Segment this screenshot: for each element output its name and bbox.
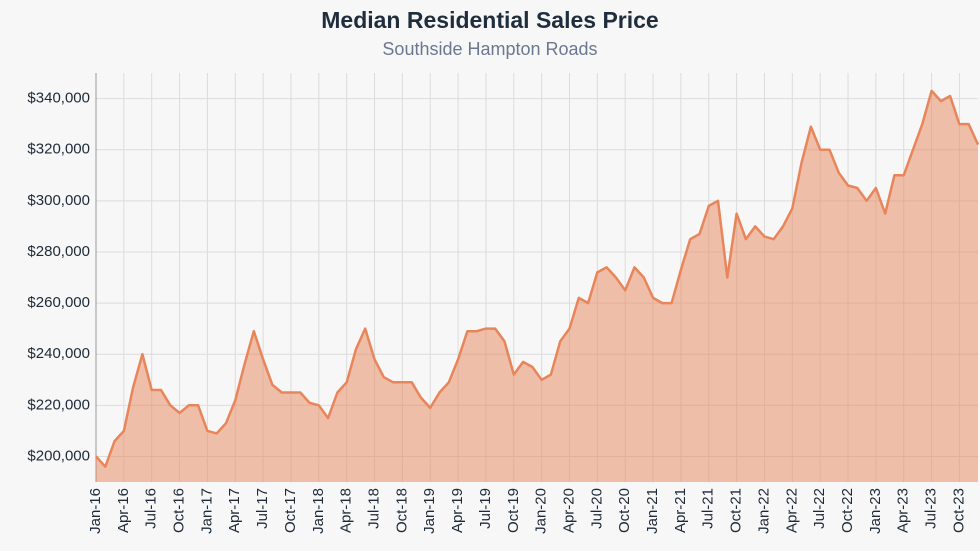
y-tick-label: $240,000 <box>27 345 90 362</box>
x-tick-label: Oct-18 <box>393 488 410 533</box>
area-fill <box>96 90 978 483</box>
x-tick-label: Jul-17 <box>254 488 271 529</box>
x-tick-label: Jan-16 <box>87 488 104 534</box>
y-tick-label: $220,000 <box>27 396 90 413</box>
chart-subtitle: Southside Hampton Roads <box>382 39 597 59</box>
x-tick-label: Jul-20 <box>588 488 605 529</box>
x-tick-label: Jan-22 <box>755 488 772 534</box>
x-tick-label: Jan-19 <box>421 488 438 534</box>
x-tick-label: Oct-20 <box>616 488 633 533</box>
x-tick-label: Oct-19 <box>505 488 522 533</box>
x-tick-label: Jul-23 <box>923 488 940 529</box>
x-tick-label: Apr-22 <box>783 488 800 533</box>
x-tick-label: Jan-21 <box>644 488 661 534</box>
chart-title: Median Residential Sales Price <box>321 7 658 33</box>
x-tick-label: Oct-16 <box>171 488 188 533</box>
x-tick-label: Jul-16 <box>143 488 160 529</box>
price-line <box>95 89 980 468</box>
x-tick-label: Jul-22 <box>811 488 828 529</box>
x-tick-label: Oct-23 <box>950 488 967 533</box>
y-tick-label: $320,000 <box>27 141 90 158</box>
x-tick-label: Jan-23 <box>867 488 884 534</box>
x-tick-label: Jul-18 <box>365 488 382 529</box>
y-tick-label: $200,000 <box>27 447 90 464</box>
x-tick-label: Jul-21 <box>700 488 717 529</box>
x-tick-label: Apr-21 <box>672 488 689 533</box>
x-tick-label: Jan-20 <box>533 488 550 534</box>
y-tick-label: $340,000 <box>27 90 90 107</box>
x-tick-label: Jul-19 <box>477 488 494 529</box>
x-tick-label: Apr-23 <box>895 488 912 533</box>
x-tick-label: Oct-21 <box>728 488 745 533</box>
x-tick-label: Apr-16 <box>115 488 132 533</box>
x-tick-label: Apr-17 <box>226 488 243 533</box>
y-tick-label: $300,000 <box>27 192 90 209</box>
x-tick-label: Apr-18 <box>338 488 355 533</box>
x-tick-label: Apr-20 <box>560 488 577 533</box>
x-tick-label: Jan-18 <box>310 488 327 534</box>
y-tick-label: $260,000 <box>27 294 90 311</box>
x-tick-label: Oct-22 <box>839 488 856 533</box>
y-tick-label: $280,000 <box>27 243 90 260</box>
x-tick-label: Oct-17 <box>282 488 299 533</box>
x-tick-label: Apr-19 <box>449 488 466 533</box>
x-tick-label: Jan-17 <box>198 488 215 534</box>
